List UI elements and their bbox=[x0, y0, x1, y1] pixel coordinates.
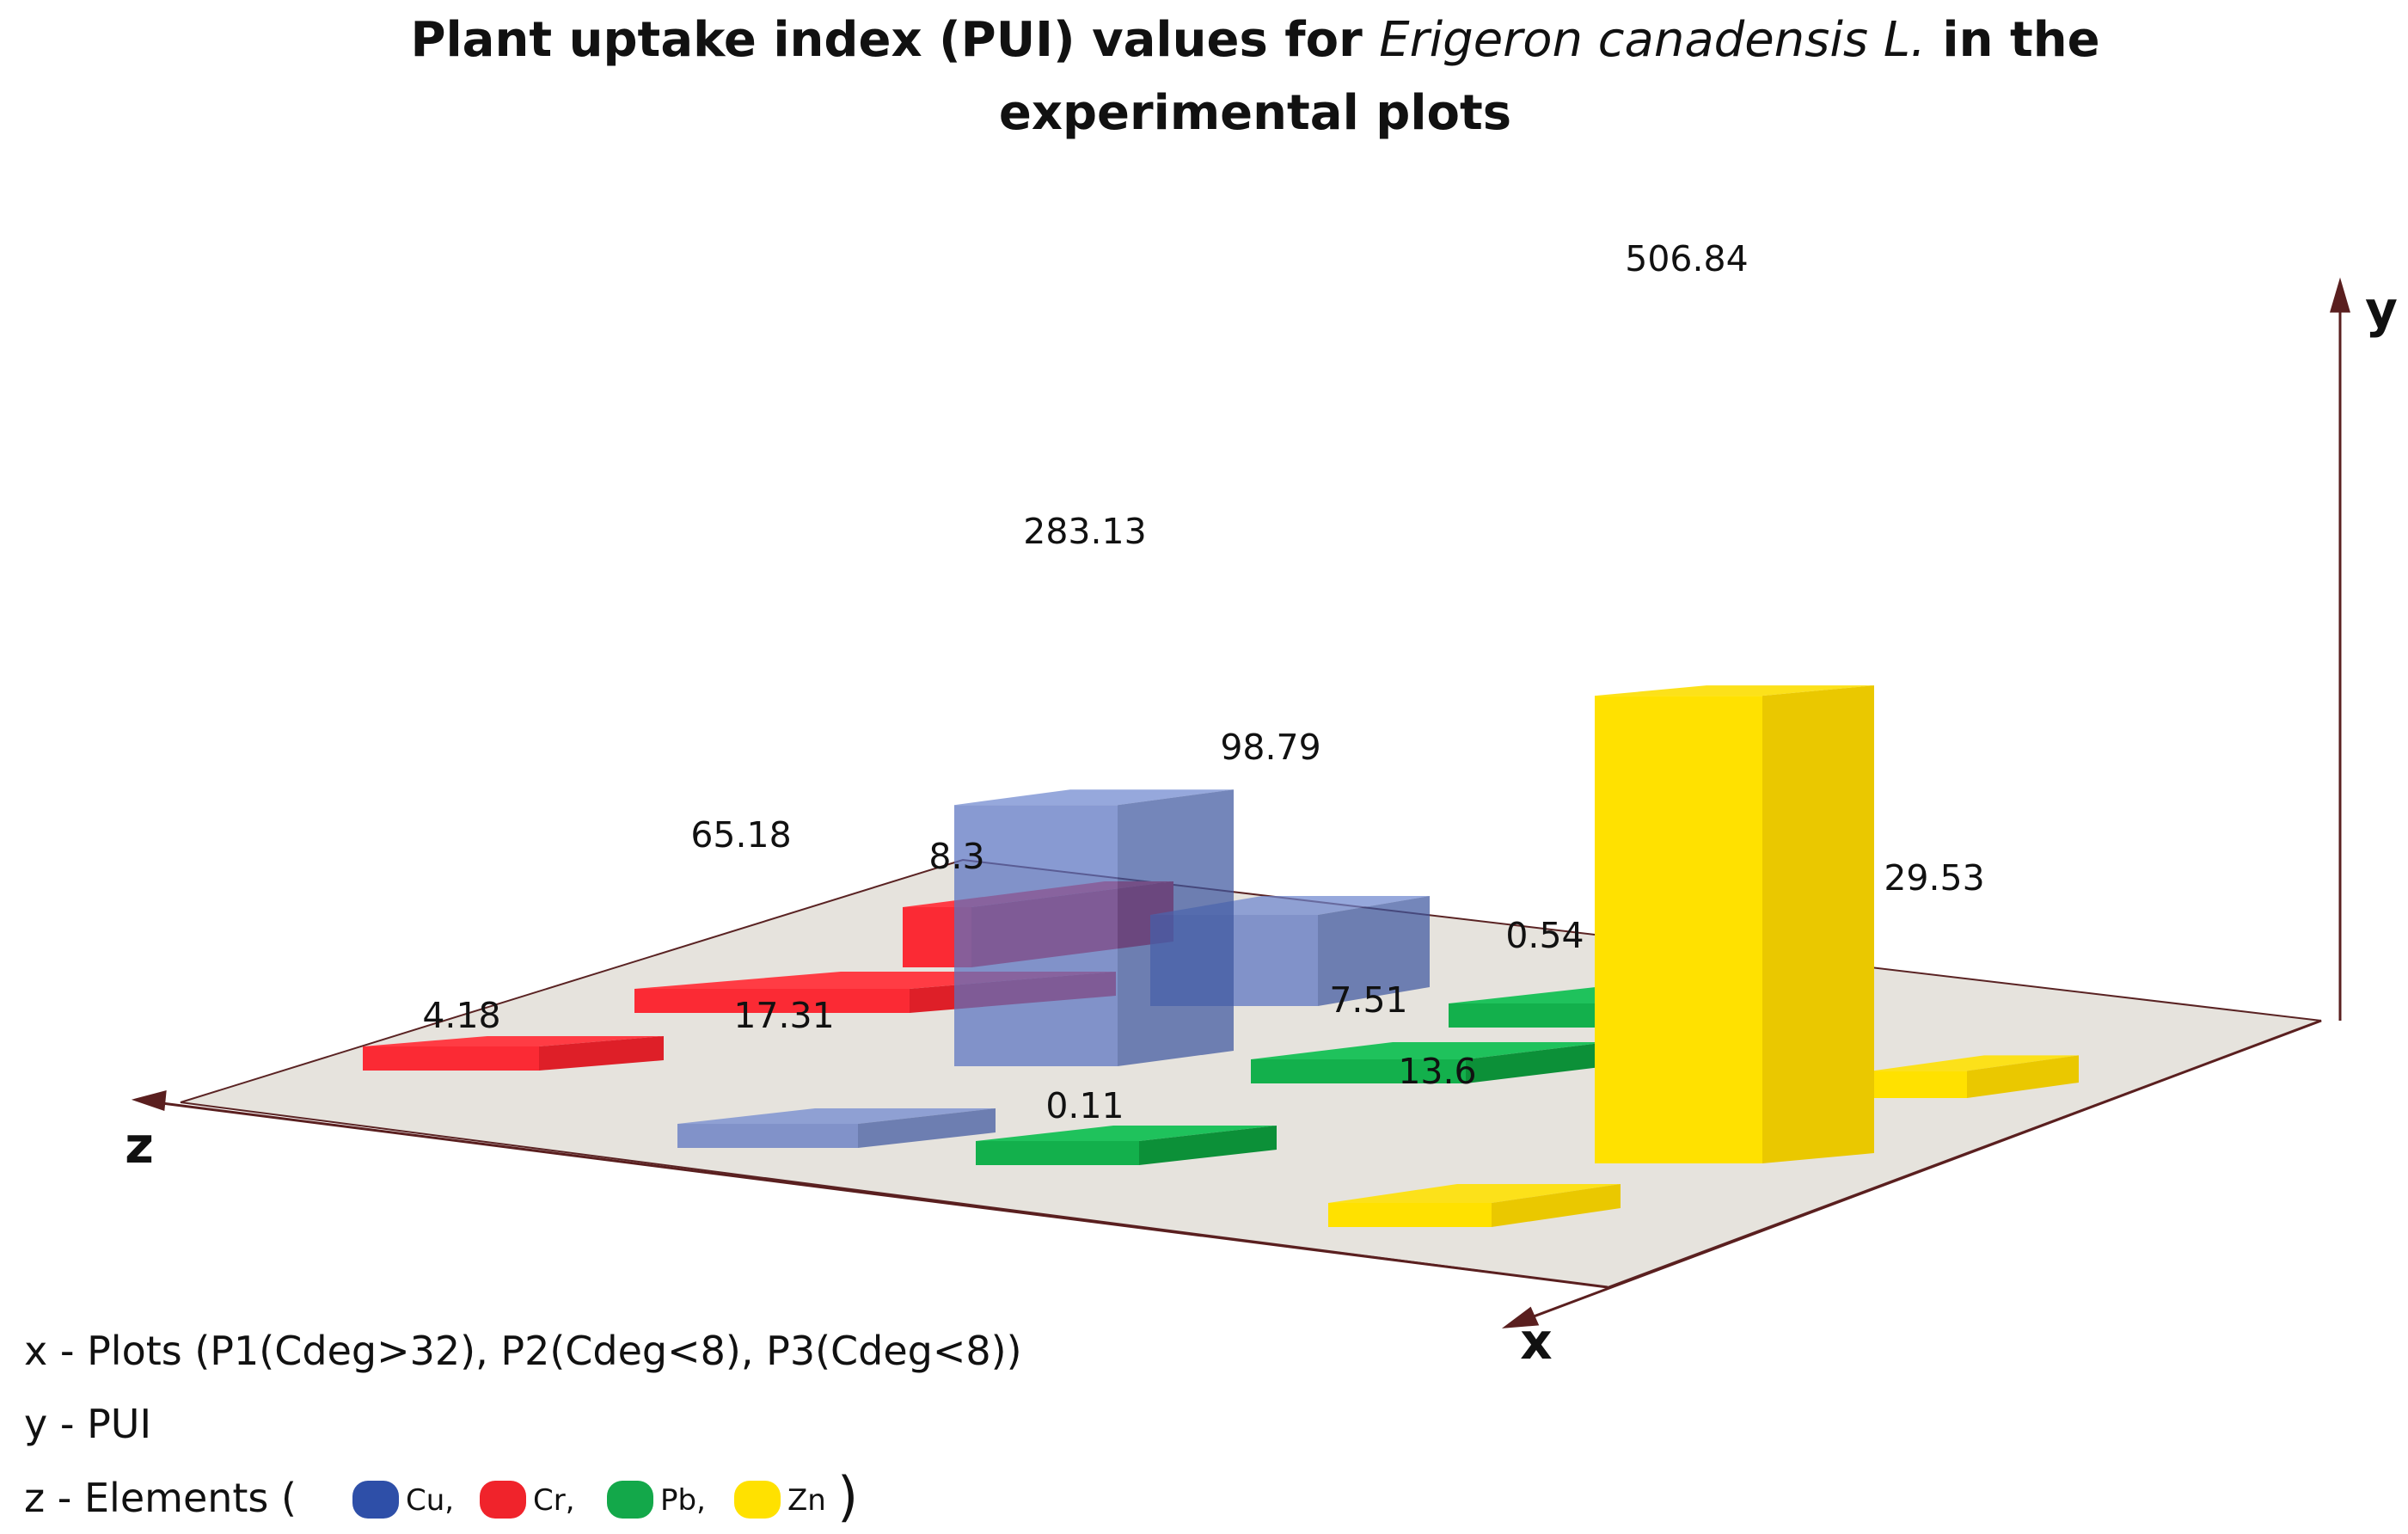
bar-zn-p1-side bbox=[1492, 1184, 1621, 1227]
bar-cr-p1-side bbox=[539, 1036, 664, 1071]
bar-cu-p2-side bbox=[1118, 789, 1234, 1066]
x-axis-line bbox=[1512, 1019, 2322, 1326]
bar-zn-p1 bbox=[1328, 1184, 1621, 1227]
legend-x-description: x - Plots (P1(Cdeg>32), P2(Cdeg<8), P3(C… bbox=[24, 1328, 1022, 1374]
bar-cu-p1-top bbox=[677, 1108, 996, 1124]
legend-key-cu: Cu, bbox=[406, 1483, 454, 1518]
bar-zn-p3 bbox=[1872, 1055, 2079, 1098]
legend-element-keys: Cu, Cr, Pb, Zn bbox=[352, 1481, 826, 1519]
value-label-zn-p3: 29.53 bbox=[1884, 857, 1984, 899]
legend: x - Plots (P1(Cdeg>32), P2(Cdeg<8), P3(C… bbox=[24, 1328, 1022, 1528]
x-axis-letter: x bbox=[1520, 1312, 1552, 1371]
bar-zn-p1-front bbox=[1328, 1203, 1492, 1227]
z-axis-line bbox=[141, 1099, 1608, 1289]
legend-swatch-zn bbox=[734, 1481, 781, 1519]
bar-pb-p2-side bbox=[1466, 1042, 1608, 1083]
bar-pb-p1-side bbox=[1139, 1126, 1277, 1165]
bar-cu-p1-front bbox=[677, 1124, 858, 1148]
bars-group bbox=[363, 685, 2079, 1227]
legend-z-suffix: ) bbox=[837, 1465, 858, 1528]
bar-cu-p1-side bbox=[858, 1108, 996, 1148]
legend-swatch-cu bbox=[352, 1481, 399, 1519]
bar-cu-p2-top bbox=[954, 789, 1234, 806]
bar-zn-p2-top bbox=[1595, 685, 1874, 696]
legend-y-description: y - PUI bbox=[24, 1401, 151, 1447]
axes bbox=[131, 277, 2351, 1328]
bar-cr-p1-top bbox=[363, 1036, 664, 1046]
bar-zn-p3-top bbox=[1872, 1055, 2079, 1071]
value-label-pb-p1: 0.11 bbox=[1045, 1085, 1124, 1126]
value-label-zn-p2: 506.84 bbox=[1625, 238, 1748, 279]
bar-cu-p3-side bbox=[1318, 895, 1430, 1006]
value-label-cu-p1: 17.31 bbox=[733, 995, 834, 1036]
chart-title-line2: experimental plots bbox=[999, 85, 1511, 141]
chart-title-line1: Plant uptake index (PUI) values for Erig… bbox=[410, 12, 2099, 68]
value-label-pb-p3: 0.54 bbox=[1505, 915, 1584, 956]
bar-pb-p1-top bbox=[976, 1126, 1277, 1141]
bar-pb-p1-front bbox=[976, 1141, 1139, 1165]
bar-cu-p2-front bbox=[954, 805, 1118, 1066]
bar-zn-p3-side bbox=[1967, 1055, 2079, 1098]
legend-swatch-pb bbox=[607, 1481, 653, 1519]
legend-z-prefix: z - Elements ( bbox=[24, 1475, 297, 1521]
bar-zn-p1-top bbox=[1328, 1184, 1621, 1203]
bar-zn-p3-front bbox=[1872, 1071, 1967, 1098]
bar-cu-p1 bbox=[677, 1108, 996, 1148]
value-label-cu-p3: 98.79 bbox=[1220, 727, 1320, 768]
bar-cu-p2 bbox=[954, 789, 1234, 1066]
bar-pb-p2-front bbox=[1251, 1059, 1466, 1083]
bar-cr-p1-front bbox=[363, 1046, 539, 1071]
legend-key-pb: Pb, bbox=[660, 1483, 706, 1518]
value-label-cu-p2: 283.13 bbox=[1023, 511, 1146, 552]
bar-zn-p2-front bbox=[1595, 696, 1762, 1163]
value-label-cr-p1: 4.18 bbox=[422, 995, 500, 1036]
z-axis-letter: z bbox=[125, 1116, 154, 1175]
bar-cr-p3-front bbox=[634, 989, 910, 1013]
legend-swatch-cr bbox=[480, 1481, 526, 1519]
z-axis-arrowhead bbox=[131, 1089, 167, 1112]
bar-pb-p2-top bbox=[1251, 1042, 1608, 1059]
legend-key-cr: Cr, bbox=[533, 1483, 575, 1518]
value-label-pb-p2: 7.51 bbox=[1329, 979, 1407, 1021]
value-label-zn-p1: 13.6 bbox=[1398, 1051, 1476, 1092]
species-name: Erigeron canadensis L. bbox=[1379, 12, 1926, 68]
legend-key-zn: Zn bbox=[787, 1483, 826, 1518]
x-axis-arrowhead bbox=[1501, 1306, 1540, 1328]
y-axis-letter: y bbox=[2365, 280, 2398, 339]
bar-pb-p1 bbox=[976, 1126, 1277, 1165]
bar-zn-p2 bbox=[1595, 685, 1874, 1163]
bar-zn-p2-side bbox=[1762, 685, 1874, 1163]
value-label-cr-p3: 8.3 bbox=[928, 836, 984, 877]
y-axis-arrowhead bbox=[2329, 277, 2351, 313]
bar-cr-p1 bbox=[363, 1036, 664, 1071]
bar-pb-p2 bbox=[1251, 1042, 1608, 1083]
value-label-cr-p2: 65.18 bbox=[690, 814, 791, 856]
